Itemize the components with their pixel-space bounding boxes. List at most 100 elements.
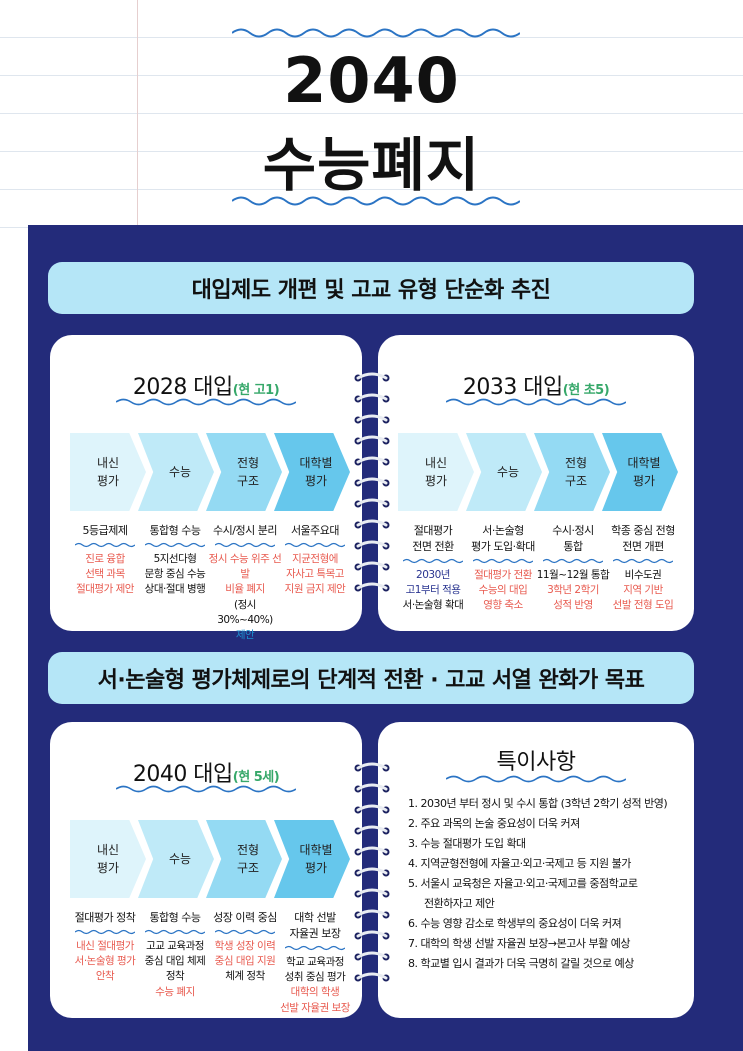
top-wave-decoration <box>232 28 520 38</box>
card-title-sub: (현 고1) <box>232 383 280 398</box>
column-heading: 학종 중심 전형 전면 개편 <box>611 524 675 553</box>
note-item: 7. 대학의 학생 선발 자율권 보장→본고사 부활 예상 <box>408 937 630 950</box>
card-title-sub: (현 초5) <box>562 383 610 398</box>
column-text-line: 체계 정착 <box>225 970 265 983</box>
column-text-line: 성취 중심 평가 <box>284 971 346 984</box>
binder-ring <box>354 951 390 961</box>
page-title-year: 2040 <box>283 44 460 117</box>
mini-wave-divider <box>285 542 345 548</box>
detail-column: 대학 선발 자율권 보장 학교 교육과정 성취 중심 평가 대학의 학생 선발 자율권 보… <box>278 910 352 1016</box>
column-heading: 수시/정시 분리 <box>213 524 277 537</box>
detail-column: 절대평가 정착 내신 절대평가 서·논술형 평가 안착 <box>68 910 142 985</box>
binder-ring <box>354 804 390 814</box>
note-item: 4. 지역균형전형에 자율고·외고·국제고 등 지원 불가 <box>408 857 631 870</box>
detail-column: 서울주요대 지균전형에 자사고 특목고 지원 금지 제안 <box>278 523 352 598</box>
column-text-line: 성적 반영 <box>553 599 593 612</box>
column-text-line: 서·논술형 확대 <box>402 599 464 612</box>
detail-column: 통합형 수능 5지선다형 문항 중심 수능 상대·절대 병행 <box>138 523 212 598</box>
column-heading: 성장 이력 중심 <box>213 911 277 924</box>
step-chevron: 전형 구조 <box>206 820 282 898</box>
column-heading: 대학 선발 자율권 보장 <box>289 911 341 940</box>
column-text-line: 수능 폐지 <box>155 985 195 998</box>
note-item: 5. 서울시 교육청은 자율고·외고·국제고를 중점학교로 <box>408 877 638 890</box>
column-heading: 절대평가 전면 전환 <box>412 524 454 553</box>
step-chevron: 수능 <box>138 820 214 898</box>
note-item: 6. 수능 영향 감소로 학생부의 중요성이 더욱 커져 <box>408 917 622 930</box>
card-title-text: 2033 대입 <box>462 375 563 400</box>
wave-underline <box>446 775 626 783</box>
process-chevrons: 내신 평가 수능 전형 구조 대학별 평가 <box>70 820 350 898</box>
notes-title: 특이사항 <box>496 750 576 775</box>
column-text-line: (정시 30%~40%) <box>217 598 273 626</box>
column-heading: 서·논술형 평가 도입·확대 <box>471 524 535 553</box>
column-text-line: 내신 절대평가 <box>76 939 134 952</box>
binder-rings-bottom <box>353 762 397 1002</box>
binder-ring <box>354 783 390 793</box>
column-text-line: 문항 중심 수능 <box>144 568 206 581</box>
column-heading: 절대평가 정착 <box>74 911 136 924</box>
card-title: 2028 대입(현 고1) <box>50 369 362 401</box>
mini-wave-divider <box>543 558 603 563</box>
notes-list: 1. 2030년 부터 정시 및 수시 통합 (3학년 2학기 성적 반영) 2… <box>408 794 688 974</box>
binder-ring <box>354 582 390 592</box>
mini-wave-divider <box>215 929 275 935</box>
column-text-line: 선발 전형 도입 <box>612 599 674 612</box>
step-chevron: 수능 <box>466 433 542 511</box>
binder-ring <box>354 477 390 487</box>
note-item: 2. 주요 과목의 논술 중요성이 더욱 커져 <box>408 817 580 830</box>
binder-ring <box>354 825 390 835</box>
binder-ring <box>354 498 390 508</box>
detail-column: 서·논술형 평가 도입·확대 절대평가 전환 수능의 대입 영향 축소 <box>466 523 540 614</box>
column-heading: 서울주요대 <box>290 524 340 537</box>
step-chevron: 대학별 평가 <box>274 820 350 898</box>
column-text-line: 5지선다형 <box>153 552 197 565</box>
column-text-line: 서·논술형 평가 <box>74 955 136 968</box>
binder-ring <box>354 930 390 940</box>
column-text-line: 비율 폐지 <box>225 583 265 596</box>
column-text-line: 학생 성장 이력 <box>214 939 276 952</box>
binder-ring <box>354 519 390 529</box>
column-text-line: 선발 자율권 보장 <box>280 1001 350 1014</box>
column-text-line: 지역 기반 <box>623 584 663 597</box>
mini-wave-divider <box>285 945 345 950</box>
step-chevron: 대학별 평가 <box>602 433 678 511</box>
ruled-paper-background <box>0 0 743 235</box>
column-text-line: 자사고 특목고 <box>286 568 344 581</box>
binder-ring <box>354 540 390 550</box>
process-chevrons: 내신 평가 수능 전형 구조 대학별 평가 <box>398 433 678 511</box>
column-heading: 통합형 수능 <box>149 524 201 537</box>
mini-wave-divider <box>613 558 673 563</box>
column-text-line: 11월~12월 통합 <box>536 568 610 581</box>
binder-ring <box>354 435 390 445</box>
binder-ring <box>354 561 390 571</box>
mini-wave-divider <box>403 558 463 563</box>
mini-wave-divider <box>75 542 135 548</box>
column-heading: 통합형 수능 <box>149 911 201 924</box>
page-title-main: 수능폐지 <box>262 131 481 199</box>
column-heading: 5등급제제 <box>82 524 128 537</box>
column-text-line: 3학년 2학기 <box>547 584 599 597</box>
note-item: 1. 2030년 부터 정시 및 수시 통합 (3학년 2학기 성적 반영) <box>408 797 668 810</box>
binder-ring <box>354 414 390 424</box>
mini-wave-divider <box>215 542 275 548</box>
column-text-line: 중심 대입 지원 <box>214 955 276 968</box>
step-chevron: 전형 구조 <box>534 433 610 511</box>
mini-wave-divider <box>75 929 135 935</box>
binder-ring <box>354 867 390 877</box>
column-text-line: 고1부터 적용 <box>405 584 461 597</box>
card-2033-admission: 2033 대입(현 초5) 내신 평가 수능 전형 구조 대학별 평가 절대평가 전면 전환 2… <box>378 335 694 631</box>
column-text-line: 중심 대입 체제 <box>144 955 206 968</box>
card-title-sub: (현 5세) <box>232 770 280 785</box>
column-text-line: 지균전형에 <box>292 552 338 565</box>
section-banner-goal: 서·논술형 평가체제로의 단계적 전환 · 고교 서열 완화가 목표 <box>48 652 694 704</box>
card-special-notes: 특이사항 1. 2030년 부터 정시 및 수시 통합 (3학년 2학기 성적 … <box>378 722 694 1018</box>
mini-wave-divider <box>145 929 205 935</box>
column-text-line: 진로 융합 <box>85 552 125 565</box>
wave-underline <box>116 785 296 793</box>
wave-underline <box>116 398 296 406</box>
binder-ring <box>354 372 390 382</box>
binder-ring <box>354 393 390 403</box>
column-text-line: 수능의 대입 <box>478 584 528 597</box>
card-title-text: 2040 대입 <box>132 762 233 787</box>
column-text-line: 정착 <box>165 970 185 983</box>
